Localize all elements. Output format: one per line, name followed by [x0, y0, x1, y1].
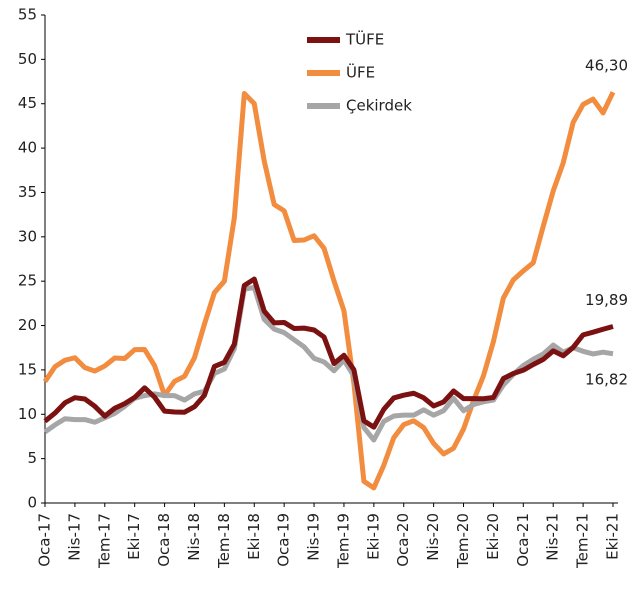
y-tick-label: 15 [18, 360, 37, 378]
x-tick-label: Nis-17 [65, 513, 83, 561]
x-tick-label: Nis-21 [544, 513, 562, 561]
legend-label: Çekirdek [346, 97, 412, 115]
x-tick-label: Nis-19 [305, 513, 323, 561]
y-tick-label: 55 [18, 6, 37, 24]
x-tick-label: Eki-18 [245, 513, 263, 560]
y-tick-label: 20 [18, 316, 37, 334]
legend-label: ÜFE [346, 63, 375, 82]
legend-label: TÜFE [345, 30, 384, 49]
x-tick-label: Nis-18 [185, 513, 203, 561]
x-tick-label: Eki-21 [604, 513, 622, 560]
y-tick-label: 50 [18, 50, 37, 68]
series-line [43, 276, 614, 430]
series-line [43, 284, 614, 443]
x-tick-label: Eki-19 [364, 513, 382, 560]
x-tick-label: Eki-20 [484, 513, 502, 560]
y-tick-label: 5 [27, 449, 37, 467]
x-tick-label: Oca-18 [155, 513, 173, 567]
x-tick-label: Oca-21 [514, 513, 532, 567]
x-tick-label: Oca-19 [275, 513, 293, 567]
data-label: 16,82 [585, 370, 628, 388]
data-label: 19,89 [585, 291, 628, 309]
series-line [42, 91, 616, 491]
x-tick-label: Tem-17 [95, 513, 113, 569]
x-tick-label: Tem-21 [574, 513, 592, 569]
x-tick-label: Oca-17 [36, 513, 54, 567]
y-tick-label: 35 [18, 183, 37, 201]
data-label: 46,30 [585, 57, 628, 75]
y-tick-label: 30 [18, 227, 37, 245]
x-tick-label: Oca-20 [394, 513, 412, 567]
x-tick-label: Eki-17 [125, 513, 143, 560]
x-tick-label: Tem-19 [334, 513, 352, 569]
y-tick-label: 40 [18, 139, 37, 157]
x-tick-label: Tem-18 [215, 513, 233, 569]
y-tick-label: 25 [18, 272, 37, 290]
y-tick-label: 0 [27, 494, 37, 512]
x-tick-label: Nis-20 [424, 513, 442, 561]
y-tick-label: 10 [18, 405, 37, 423]
x-tick-label: Tem-20 [454, 513, 472, 569]
y-tick-label: 45 [18, 94, 37, 112]
